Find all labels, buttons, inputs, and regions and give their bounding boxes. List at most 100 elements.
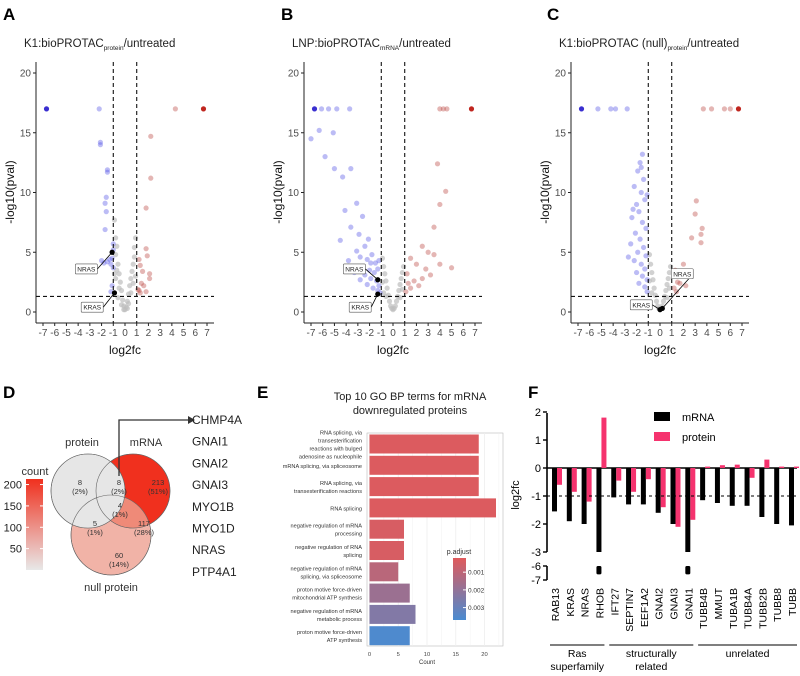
panel-label-c: C [547, 5, 559, 24]
ns-point [381, 263, 387, 270]
downregulated-point [642, 266, 648, 272]
upregulated-point [700, 106, 706, 112]
downregulated-point [368, 275, 374, 282]
ns-point [130, 280, 136, 286]
downregulated-point [371, 269, 377, 276]
category-label: EEF1A2 [639, 588, 651, 627]
legend-label: mRNA [682, 412, 715, 424]
go-x-tick-label: 5 [397, 652, 400, 658]
downregulated-point [628, 241, 634, 247]
upregulated-point [407, 255, 414, 261]
protein-bar [764, 459, 770, 468]
upregulated-point [137, 290, 143, 296]
y-tick-label: 10 [288, 188, 300, 199]
downregulated-point [356, 231, 362, 237]
go-term-label: mitochondrial ATP synthesis [292, 596, 362, 602]
highlighted-gene-point [657, 307, 663, 313]
plot-title: K1:bioPROTAC (null)protein/untreated [559, 38, 739, 52]
x-tick-label: 6 [193, 328, 199, 339]
category-label: NRAS [580, 588, 592, 617]
downregulated-point [104, 259, 111, 265]
protein-bar [571, 468, 577, 492]
ns-point [660, 298, 667, 304]
y-tick-label: -2 [531, 519, 541, 531]
upregulated-point [404, 271, 410, 277]
downregulated-point [337, 237, 343, 243]
x-tick-label: -4 [342, 328, 351, 339]
downregulated-point [635, 168, 641, 174]
downregulated-point [638, 164, 644, 171]
ns-point [384, 285, 390, 291]
downregulated-point [110, 241, 116, 247]
downregulated-point [629, 214, 635, 221]
x-tick-label: -2 [632, 328, 641, 339]
x-tick-label: -6 [318, 328, 327, 339]
downregulated-point [638, 189, 644, 196]
upregulated-point [423, 266, 429, 272]
x-tick-label: 5 [716, 328, 722, 339]
upregulated-point [136, 287, 142, 294]
upregulated-point [674, 279, 681, 285]
ns-point [400, 263, 407, 270]
downregulated-point [97, 139, 103, 145]
downregulated-point [643, 253, 649, 259]
go-bar [369, 434, 479, 454]
label-leader-line [365, 268, 379, 281]
go-term-label: proton motive force-driven [297, 630, 362, 636]
gene-label: NRAS [345, 266, 364, 273]
mRNA-bar-lower-segment [685, 566, 691, 575]
venn-pct: (28%) [134, 528, 155, 537]
downregulated-point [108, 261, 114, 267]
group-label: Ras [568, 648, 587, 660]
x-tick-label: 4 [704, 328, 710, 339]
ns-point [111, 271, 118, 277]
downregulated-point [359, 213, 366, 219]
downregulated-point [608, 106, 614, 112]
venn-count: 5 [93, 519, 97, 528]
go-bar [369, 519, 404, 539]
upregulated-point [671, 285, 677, 291]
venn-pct: (2%) [111, 487, 127, 496]
upregulated-point [698, 240, 704, 246]
x-tick-label: 0 [390, 328, 396, 339]
category-label: TUBB4B [698, 588, 710, 629]
protein-bar [705, 466, 711, 468]
go-bar [369, 604, 416, 624]
plot-title: K1:bioPROTACprotein/untreated [24, 38, 175, 52]
category-label: TUBB4A [743, 588, 755, 629]
plot-title: LNP:bioPROTACmRNA/untreated [292, 38, 451, 52]
gene-label: NRAS [77, 266, 96, 273]
gene-label-box [75, 263, 98, 275]
y-tick-label: 15 [555, 128, 567, 139]
downregulated-point [631, 183, 637, 190]
upregulated-point [444, 106, 450, 112]
upregulated-point [425, 249, 431, 255]
upregulated-point [434, 161, 441, 167]
downregulated-point [101, 260, 107, 266]
downregulated-point [364, 281, 370, 288]
x-tick-label: -1 [377, 328, 386, 339]
arrow-head-icon [188, 416, 195, 424]
callout-gene: NRAS [192, 543, 225, 557]
upregulated-point [143, 289, 149, 295]
y-axis-label: log2fc [510, 480, 522, 510]
venn-set-label-protein: protein [65, 437, 99, 449]
upregulated-point [143, 205, 149, 211]
protein-bar [779, 466, 785, 468]
callout-gene: CHMP4A [192, 413, 242, 427]
ns-point [665, 275, 671, 282]
venn-count: 4 [118, 501, 122, 510]
upregulated-point [200, 106, 207, 112]
y-tick-label: 15 [288, 128, 300, 139]
x-tick-label: 4 [437, 328, 443, 339]
downregulated-point [102, 200, 108, 206]
go-term-label: RNA splicing, via [320, 481, 363, 487]
panel-label-f: F [528, 383, 538, 402]
downregulated-point [638, 261, 644, 267]
x-tick-label: 7 [204, 328, 210, 339]
mRNA-bar [714, 468, 720, 503]
gene-label-box [629, 299, 653, 311]
x-tick-label: 2 [146, 328, 152, 339]
ns-point [130, 261, 136, 267]
